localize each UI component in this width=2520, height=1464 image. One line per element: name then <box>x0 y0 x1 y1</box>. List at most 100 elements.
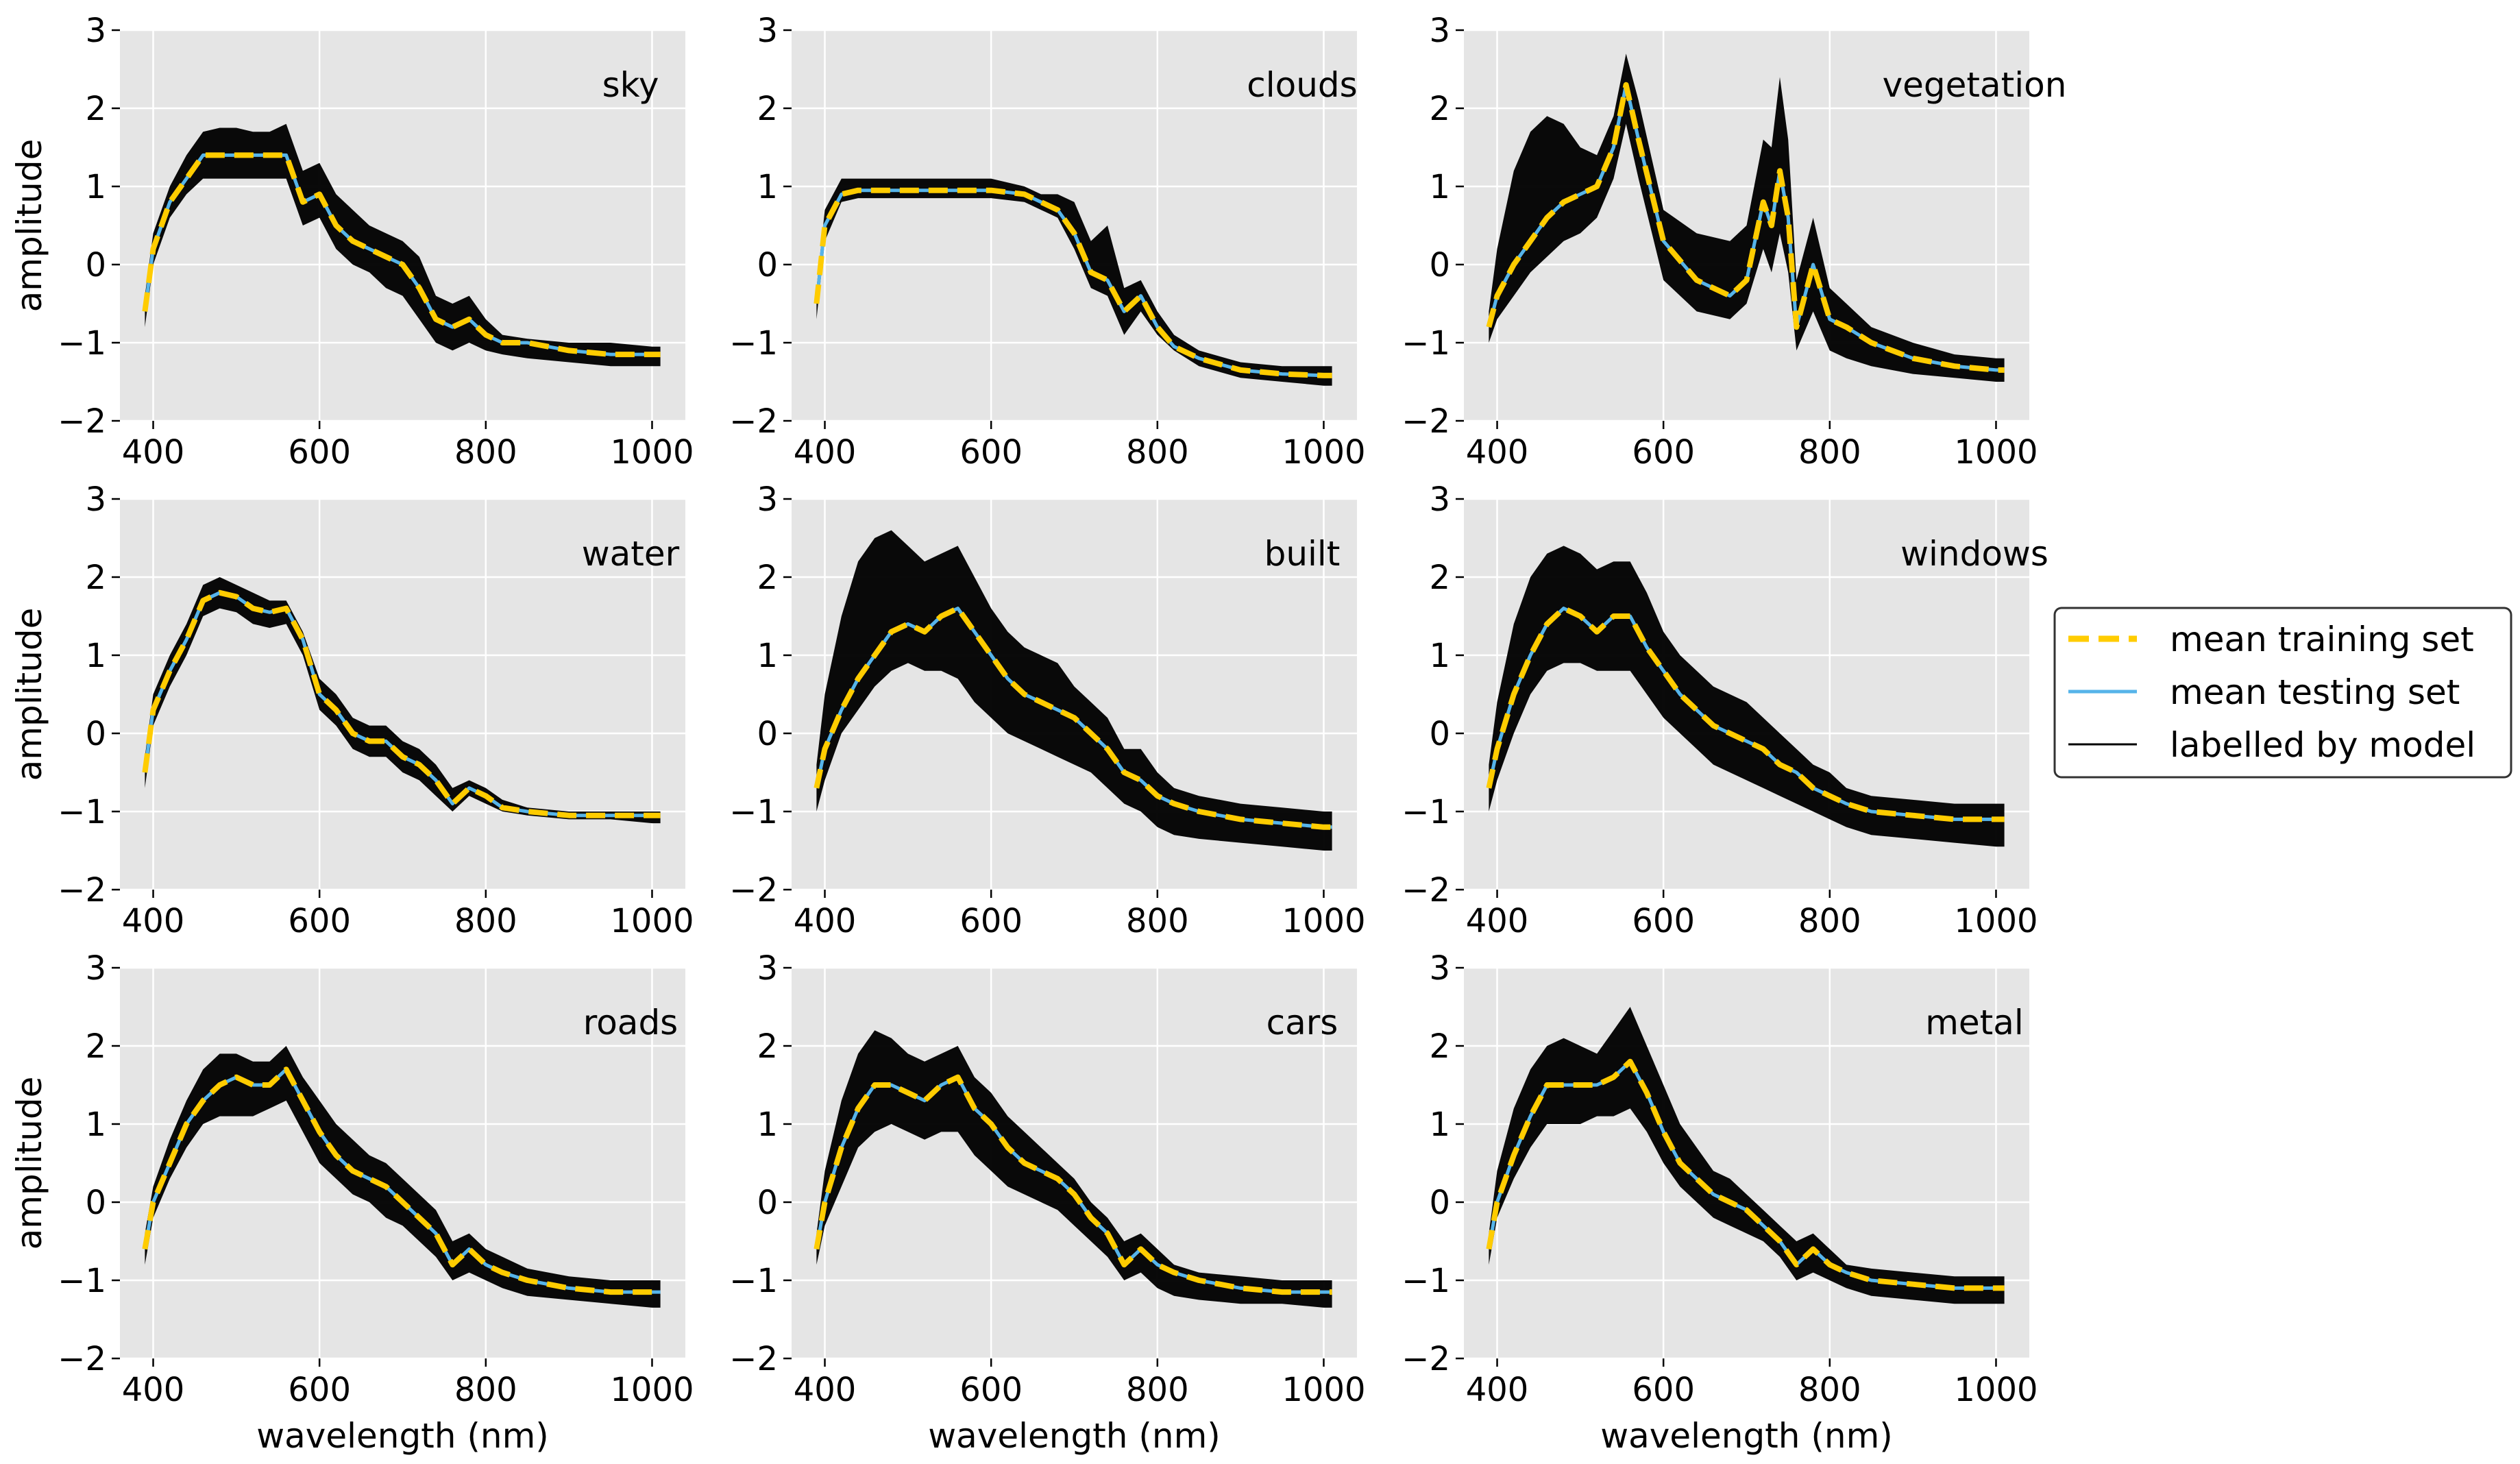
x-tick-label: 1000 <box>610 1371 694 1409</box>
labelled-by-model-band <box>145 123 661 367</box>
y-tick-label: 3 <box>757 949 778 988</box>
x-tick-label: 800 <box>1798 902 1861 940</box>
y-tick-label: 0 <box>85 715 106 753</box>
x-tick-label: 400 <box>794 902 857 940</box>
x-tick-label: 600 <box>959 1371 1023 1409</box>
labelled-by-model-band <box>1489 546 2005 847</box>
x-tick-label: 400 <box>1466 902 1529 940</box>
y-tick-label: −1 <box>729 324 778 363</box>
mean-training-line <box>142 589 661 818</box>
panel-windows: windows −2 −1 0 1 2 3 400 600 800 1000 <box>1402 480 2048 940</box>
y-tick-label: 0 <box>1429 1184 1450 1222</box>
y-tick-label: 0 <box>757 1184 778 1222</box>
y-tick-label: 2 <box>85 1027 106 1066</box>
y-tick-label: −2 <box>58 871 106 910</box>
panel-vegetation: vegetation −2 −1 0 1 2 3 400 600 800 1000 <box>1402 12 2066 472</box>
x-tick-label: 400 <box>794 1371 857 1409</box>
x-tick-label: 600 <box>288 433 351 472</box>
y-tick-label: −1 <box>1402 1262 1450 1300</box>
x-tick-label: 800 <box>1798 1371 1861 1409</box>
x-tick-label: 800 <box>454 902 517 940</box>
y-tick-label: −1 <box>1402 793 1450 831</box>
y-tick-label: 3 <box>85 480 106 519</box>
y-tick-label: 0 <box>757 246 778 284</box>
y-tick-label: 0 <box>757 715 778 753</box>
x-tick-label: 400 <box>122 433 185 472</box>
y-axis-title: amplitude <box>10 139 49 313</box>
x-tick-label: 400 <box>122 1371 185 1409</box>
legend-label-testing: mean testing set <box>2170 672 2460 712</box>
panel-built: built −2 −1 0 1 2 3 400 600 800 1000 <box>729 480 1365 940</box>
y-tick-label: 3 <box>1429 949 1450 988</box>
x-tick-label: 800 <box>1126 1371 1189 1409</box>
y-tick-label: 2 <box>1429 1027 1450 1066</box>
y-tick-label: −1 <box>58 324 106 363</box>
mean-training-line <box>814 187 1332 378</box>
x-tick-label: 600 <box>1632 1371 1695 1409</box>
panel-title: sky <box>602 65 659 105</box>
y-tick-label: −2 <box>729 871 778 910</box>
panel-title: vegetation <box>1883 65 2067 105</box>
legend-frame <box>2053 607 2512 779</box>
mean-training-line <box>142 152 661 358</box>
panel-title: clouds <box>1247 65 1357 105</box>
x-tick-label: 1000 <box>1954 433 2038 472</box>
x-tick-label: 800 <box>454 433 517 472</box>
mean-training-line <box>1486 82 2005 373</box>
x-axis-title: wavelength (nm) <box>256 1416 549 1456</box>
y-tick-label: −1 <box>1402 324 1450 363</box>
x-tick-label: 600 <box>288 1371 351 1409</box>
y-tick-label: 2 <box>1429 559 1450 597</box>
x-tick-label: 600 <box>1632 433 1695 472</box>
y-tick-label: 1 <box>757 637 778 675</box>
y-tick-label: −1 <box>729 793 778 831</box>
y-tick-label: −2 <box>1402 402 1450 441</box>
x-tick-label: 600 <box>1632 902 1695 940</box>
legend-label-labelled: labelled by model <box>2170 725 2475 765</box>
mean-training-line <box>1486 1058 2005 1291</box>
y-tick-label: 3 <box>1429 12 1450 50</box>
panel-title: metal <box>1925 1003 2024 1042</box>
y-tick-label: −1 <box>58 1262 106 1300</box>
y-tick-label: −1 <box>729 1262 778 1300</box>
y-tick-label: 2 <box>1429 90 1450 128</box>
legend-label-training: mean training set <box>2170 620 2474 659</box>
panel-water: water −2 −1 0 1 2 3 400 600 800 1000 amplitude <box>10 480 694 940</box>
x-tick-label: 1000 <box>1954 1371 2038 1409</box>
y-tick-label: 1 <box>757 168 778 206</box>
y-tick-label: 2 <box>85 559 106 597</box>
y-tick-label: 2 <box>757 559 778 597</box>
labelled-by-model-band <box>145 577 661 824</box>
y-tick-label: 3 <box>85 949 106 988</box>
x-axis-title: wavelength (nm) <box>928 1416 1221 1456</box>
panel-sky: sky −2 −1 0 1 2 3 400 600 800 1000 amplitude <box>10 12 694 472</box>
x-tick-label: 400 <box>1466 433 1529 472</box>
plot-area <box>120 499 685 890</box>
x-tick-label: 1000 <box>1954 902 2038 940</box>
legend: mean training set mean testing set label… <box>2053 607 2512 779</box>
x-axis-title: wavelength (nm) <box>1600 1416 1893 1456</box>
y-tick-label: 2 <box>757 1027 778 1066</box>
mean-training-line <box>814 605 1332 830</box>
y-tick-label: −2 <box>729 402 778 441</box>
x-tick-label: 1000 <box>1282 1371 1365 1409</box>
labelled-by-model-band <box>816 178 1332 386</box>
y-tick-label: −2 <box>1402 1340 1450 1378</box>
mean-training-line <box>814 1074 1332 1295</box>
x-tick-label: 400 <box>1466 1371 1529 1409</box>
mean-training-line <box>142 1066 661 1295</box>
labelled-by-model-band <box>145 1046 661 1308</box>
y-tick-label: 3 <box>85 12 106 50</box>
y-tick-label: −2 <box>1402 871 1450 910</box>
x-tick-label: 1000 <box>1282 902 1365 940</box>
panel-title: cars <box>1267 1003 1338 1042</box>
x-tick-label: 400 <box>794 433 857 472</box>
labelled-by-model-band <box>1489 1007 2005 1304</box>
mean-training-line <box>1486 605 2005 822</box>
x-tick-label: 800 <box>1126 433 1189 472</box>
panel-title: built <box>1264 534 1341 574</box>
x-tick-label: 800 <box>454 1371 517 1409</box>
y-axis-title: amplitude <box>10 1077 49 1250</box>
x-tick-label: 600 <box>288 902 351 940</box>
